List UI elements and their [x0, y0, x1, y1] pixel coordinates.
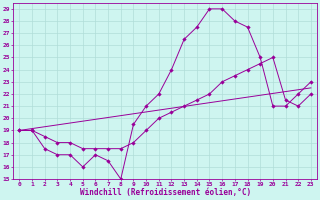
- X-axis label: Windchill (Refroidissement éolien,°C): Windchill (Refroidissement éolien,°C): [80, 188, 251, 197]
